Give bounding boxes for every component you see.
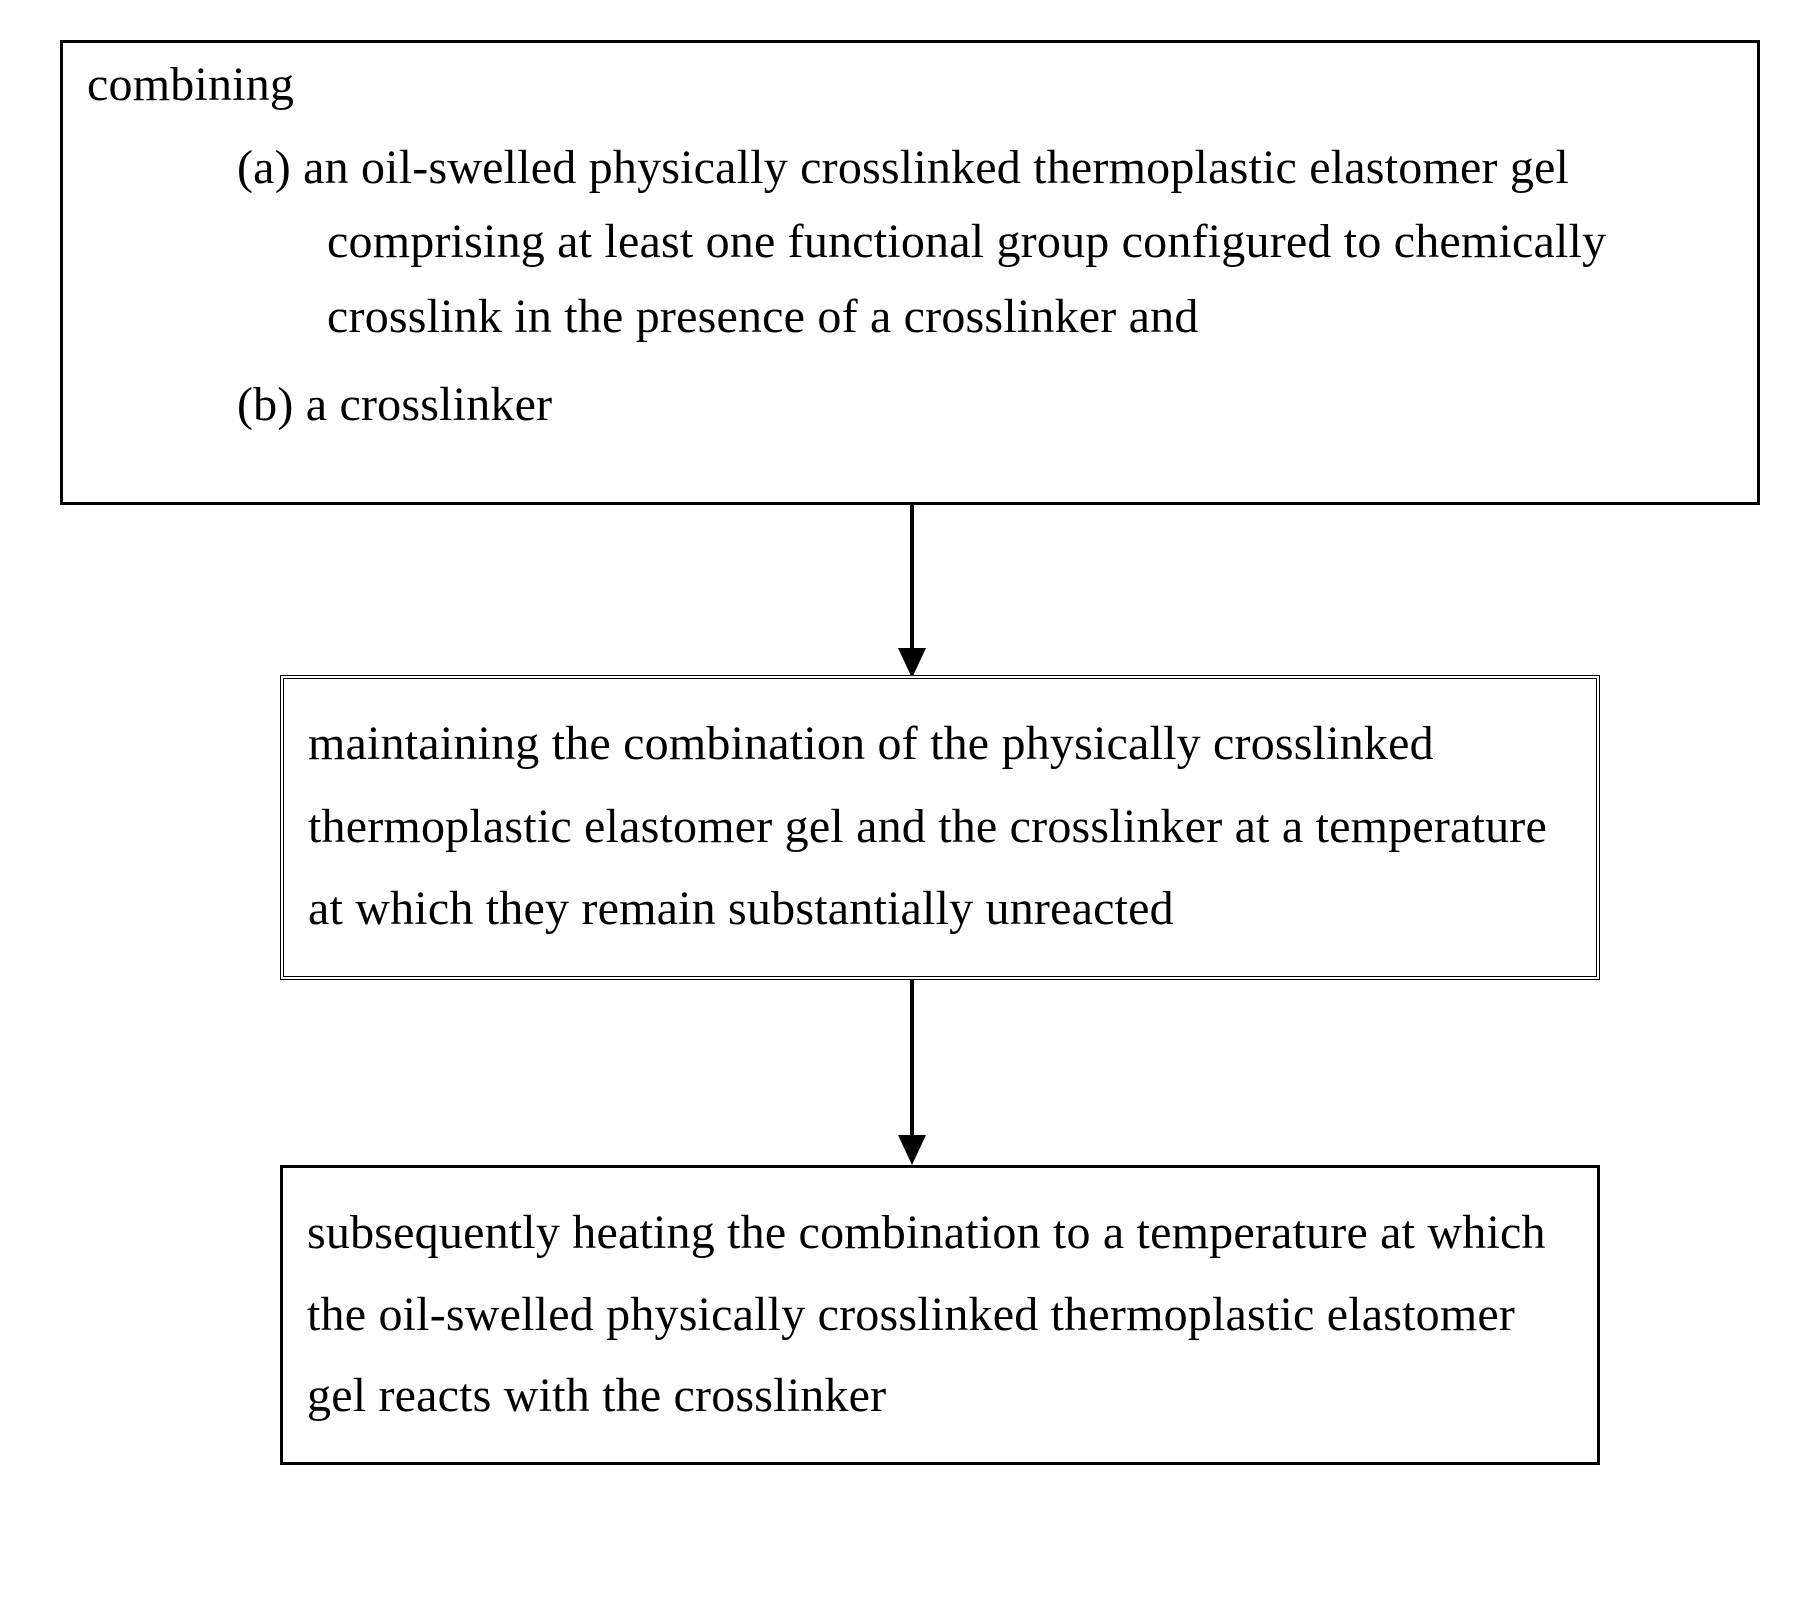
flowchart-node-step1: combining (a) an oil-swelled physically …: [60, 40, 1760, 505]
flowchart-canvas: combining (a) an oil-swelled physically …: [0, 0, 1818, 1621]
flowchart-node-step3: subsequently heating the combination to …: [280, 1165, 1600, 1465]
step1-item-a-label: (a): [237, 141, 291, 194]
step1-heading: combining: [87, 61, 1733, 109]
step1-item-a-text: an oil-swelled physically crosslinked th…: [303, 141, 1618, 343]
step1-item-b: (b) a crosslinker: [87, 368, 1733, 442]
step2-text: maintaining the combination of the physi…: [308, 703, 1572, 951]
step1-item-b-text: a crosslinker: [306, 378, 553, 431]
step1-item-a: (a) an oil-swelled physically crosslinke…: [87, 131, 1733, 354]
flowchart-node-step2: maintaining the combination of the physi…: [280, 675, 1600, 980]
step1-item-b-label: (b): [237, 378, 294, 431]
step3-text: subsequently heating the combination to …: [307, 1192, 1573, 1437]
